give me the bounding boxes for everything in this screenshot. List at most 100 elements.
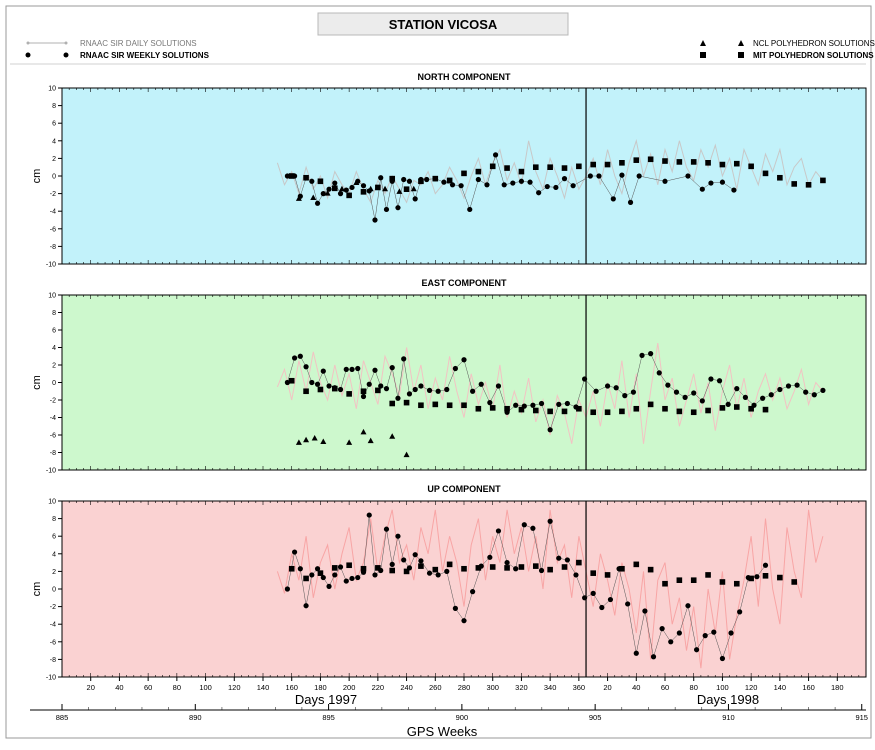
weekly-solution-point: [349, 366, 355, 372]
daily-solutions-line: [276, 509, 824, 669]
y-tick-label: 2: [52, 156, 56, 163]
ncl-solution-point: [338, 185, 345, 192]
weekly-solution-point: [762, 562, 769, 568]
weekly-solution-point: [553, 184, 559, 191]
day-tick-label: 100: [199, 683, 212, 692]
weekly-solution-point: [291, 549, 298, 555]
legend-triangle-symbol: [700, 40, 706, 46]
mit-solution-point: [375, 565, 381, 571]
legend-entry-0: RNAAC SIR DAILY SOLUTIONS: [26, 39, 197, 48]
mit-solution-point: [504, 165, 510, 171]
ncl-solution-point: [303, 436, 310, 443]
mit-solution-point: [733, 404, 740, 410]
y-axis-label: cm: [31, 169, 43, 184]
weekly-solution-point: [673, 389, 680, 395]
panel-title: NORTH COMPONENT: [418, 72, 511, 82]
gps-week-tick-label: 890: [189, 713, 202, 722]
mit-solution-point: [705, 407, 711, 414]
mit-solution-point: [719, 579, 726, 585]
days-1998-label: Days 1998: [697, 692, 759, 707]
weekly-solution-point: [803, 389, 809, 395]
mit-solution-point: [662, 158, 668, 164]
ncl-solution-point: [367, 437, 374, 444]
mit-solution-point: [418, 563, 424, 569]
ncl-solution-point: [295, 195, 302, 201]
day-tick-label: 60: [661, 683, 669, 692]
weekly-solution-point: [461, 618, 467, 624]
weekly-solution-point: [343, 578, 349, 584]
weekly-solution-point: [355, 574, 361, 581]
mit-solution-point: [375, 184, 381, 191]
mit-solution-point: [288, 565, 295, 572]
weekly-solution-point: [441, 179, 447, 185]
y-tick-label: -2: [50, 191, 56, 198]
day-tick-label: 180: [831, 683, 844, 692]
ncl-solution-point: [353, 179, 360, 186]
mit-solution-point: [317, 178, 324, 185]
mit-solution-point: [820, 177, 826, 184]
title-box: [317, 12, 569, 36]
weekly-solution-point: [326, 583, 332, 589]
weekly-solution-point: [372, 572, 378, 578]
mit-solution-point: [489, 405, 496, 411]
mit-solution-point: [303, 388, 309, 395]
weekly-solution-point: [426, 387, 433, 393]
day-tick-label: 220: [372, 683, 385, 692]
weekly-solution-point: [538, 567, 545, 574]
mit-solution-point: [547, 164, 553, 170]
weekly-solution-point: [501, 182, 507, 188]
mit-solution-point: [360, 565, 367, 572]
mit-solution-point: [504, 565, 510, 571]
y-tick-label: -6: [50, 639, 56, 646]
weekly-solution-point: [284, 379, 291, 386]
mit-solution-point: [647, 156, 654, 163]
day-tick-label: 20: [87, 683, 95, 692]
weekly-solution-point: [587, 173, 593, 179]
day-tick-label: 120: [228, 683, 241, 692]
weekly-solution-point: [518, 178, 525, 184]
weekly-solution-point: [547, 518, 553, 524]
mit-solution-point: [676, 159, 683, 165]
weekly-solution-point: [418, 383, 424, 389]
mit-solution-point: [690, 409, 697, 416]
weekly-solution-point: [570, 183, 576, 189]
daily-solutions-line: [276, 138, 824, 204]
mit-solution-point: [403, 399, 410, 406]
day-tick-label: 140: [774, 683, 787, 692]
day-tick-label: 80: [173, 683, 181, 692]
mit-solution-point: [604, 409, 611, 416]
weekly-solution-point: [314, 200, 321, 206]
mit-solution-point: [777, 174, 783, 181]
mit-solution-point: [475, 565, 482, 571]
weekly-solution-point: [699, 398, 705, 404]
mit-solution-point: [690, 577, 697, 583]
mit-solution-point: [360, 388, 367, 395]
weekly-solution-point: [378, 175, 384, 181]
mit-solution-point: [748, 163, 754, 170]
ncl-solution-point: [396, 188, 403, 194]
weekly-solution-point: [734, 386, 740, 392]
mit-solution-point: [432, 566, 439, 573]
mit-solution-point: [518, 406, 525, 413]
weekly-solution-point: [731, 187, 737, 193]
weekly-solution-point: [538, 400, 545, 407]
weekly-solutions-line: [287, 353, 824, 431]
panel-0: NORTH COMPONENT 10 8 6 4 2 0 -2 -4 -6 -8 -10 cm: [31, 72, 867, 269]
weekly-solution-point: [383, 526, 390, 532]
y-tick-label: 2: [52, 569, 56, 576]
weekly-solution-point: [725, 401, 731, 407]
weekly-solution-point: [389, 365, 395, 371]
weekly-solution-point: [372, 367, 378, 373]
weekly-solution-point: [513, 402, 519, 408]
weekly-solution-point: [487, 400, 493, 406]
mit-solution-point: [762, 170, 769, 177]
mit-solution-point: [619, 160, 625, 166]
weekly-solution-point: [355, 365, 361, 372]
weekly-solution-point: [728, 630, 734, 636]
y-tick-label: -8: [50, 244, 56, 251]
day-tick-label: 260: [429, 683, 442, 692]
weekly-solution-point: [556, 555, 562, 561]
mit-solution-point: [331, 185, 338, 192]
